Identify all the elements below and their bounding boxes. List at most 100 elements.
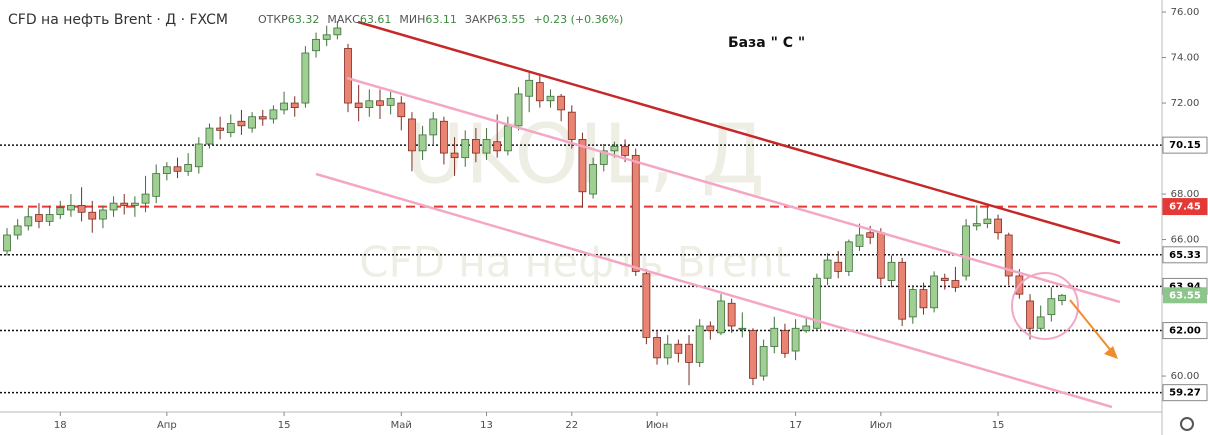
- price-tag: [1162, 198, 1208, 216]
- x-tick-label: 18: [54, 420, 67, 431]
- x-tick-label: 15: [992, 420, 1005, 431]
- candle-body: [567, 111, 576, 140]
- candle-body: [578, 139, 587, 193]
- candle-body: [45, 214, 54, 222]
- candle-body: [930, 275, 939, 309]
- candle-body: [887, 261, 896, 281]
- candle-body: [535, 82, 544, 102]
- candle-body: [216, 127, 225, 131]
- candle-body: [525, 79, 534, 97]
- candle-body: [450, 152, 459, 159]
- header-value: 63.55: [494, 13, 526, 26]
- candle-body: [823, 259, 832, 279]
- candle-body: [951, 280, 960, 288]
- candle-body: [461, 139, 470, 159]
- candle-body: [237, 120, 246, 127]
- arrow-head: [1104, 346, 1118, 359]
- candle-body: [738, 327, 747, 330]
- drawings: [315, 20, 1121, 409]
- last-price-label: 63.55: [1169, 290, 1201, 301]
- candle-body: [482, 139, 491, 154]
- candle-body: [642, 273, 651, 338]
- candle-body: [940, 277, 949, 281]
- candle-body: [653, 336, 661, 359]
- candle-body: [717, 300, 725, 334]
- candle-body: [354, 102, 363, 109]
- candle-body: [141, 193, 150, 204]
- x-tick-label: 22: [565, 420, 578, 431]
- candle-body: [546, 95, 555, 102]
- candle-body: [173, 166, 182, 172]
- channel-line: [315, 172, 1113, 409]
- candle-body: [152, 173, 161, 197]
- candle-body: [280, 102, 288, 111]
- candle-body: [205, 127, 214, 145]
- candle-body: [866, 232, 875, 238]
- candle-body: [983, 218, 992, 225]
- candle-body: [727, 302, 736, 327]
- price-tag: [1162, 322, 1208, 340]
- x-tick-label: 15: [278, 420, 291, 431]
- settings-icon[interactable]: [1180, 417, 1194, 431]
- header-label: ОТКР: [258, 13, 288, 26]
- candle-body: [706, 325, 715, 331]
- candle-body: [1004, 234, 1013, 277]
- candle-body: [962, 225, 970, 277]
- candle-body: [194, 143, 203, 168]
- x-tick-label: 17: [789, 420, 802, 431]
- candle-body: [685, 343, 693, 363]
- ohlc-header: ОТКР 63.32 МАКС 63.61 МИН 63.11 ЗАКР 63.55 +0.23…: [258, 13, 623, 26]
- x-tick-label: Май: [391, 420, 412, 431]
- candle-body: [674, 343, 683, 354]
- y-tick-label: 66.00: [1171, 235, 1200, 246]
- x-tick-label: Апр: [157, 420, 177, 431]
- candle-body: [184, 164, 193, 172]
- header-label: МАКС: [327, 13, 360, 26]
- x-tick-label: 13: [480, 420, 493, 431]
- candle-body: [248, 116, 257, 129]
- candle-body: [162, 166, 171, 174]
- candle-body: [386, 98, 395, 106]
- candle-body: [120, 202, 129, 206]
- highlight-circle: [1011, 272, 1079, 340]
- price-tag: [1162, 136, 1208, 154]
- candle-body: [99, 209, 107, 220]
- price-tag-label: 59.27: [1169, 388, 1201, 399]
- candle-body: [610, 145, 619, 152]
- price-tag-label: 67.45: [1169, 202, 1201, 213]
- candle-body: [3, 234, 11, 252]
- candle-body: [791, 327, 800, 352]
- y-tick-label: 60.00: [1171, 371, 1200, 382]
- header-change: +0.23 (+0.36%): [533, 13, 623, 26]
- candle-body: [258, 116, 267, 120]
- candle-body: [834, 261, 843, 272]
- price-tag-label: 65.33: [1169, 250, 1201, 261]
- candle-body: [408, 118, 416, 152]
- y-tick-label: 72.00: [1171, 98, 1200, 109]
- candle-body: [24, 216, 33, 227]
- candle-body: [67, 205, 75, 211]
- candle-body: [269, 109, 278, 120]
- candle-body: [440, 120, 448, 154]
- candle-body: [376, 100, 384, 106]
- price-tag-label: 70.15: [1169, 140, 1201, 151]
- candle-body: [77, 205, 86, 213]
- candle-body: [855, 234, 864, 247]
- candle-body: [919, 289, 928, 309]
- candle-body: [418, 134, 427, 152]
- header-label: МИН: [399, 13, 425, 26]
- candle-body: [599, 150, 608, 165]
- candle-body: [1036, 316, 1045, 329]
- y-tick-label: 68.00: [1171, 189, 1200, 200]
- price-tag-label: 63.94: [1169, 281, 1201, 292]
- candle-body: [812, 277, 821, 329]
- x-tick-label: Июн: [646, 420, 668, 431]
- candle-body: [312, 38, 320, 52]
- candle-body: [663, 343, 672, 359]
- candle-body: [972, 223, 981, 227]
- candle-body: [1047, 298, 1056, 316]
- y-tick-label: 76.00: [1171, 7, 1200, 18]
- header-value: 63.61: [360, 13, 392, 26]
- price-tag-label: 62.00: [1169, 326, 1201, 337]
- candle-body: [493, 141, 502, 152]
